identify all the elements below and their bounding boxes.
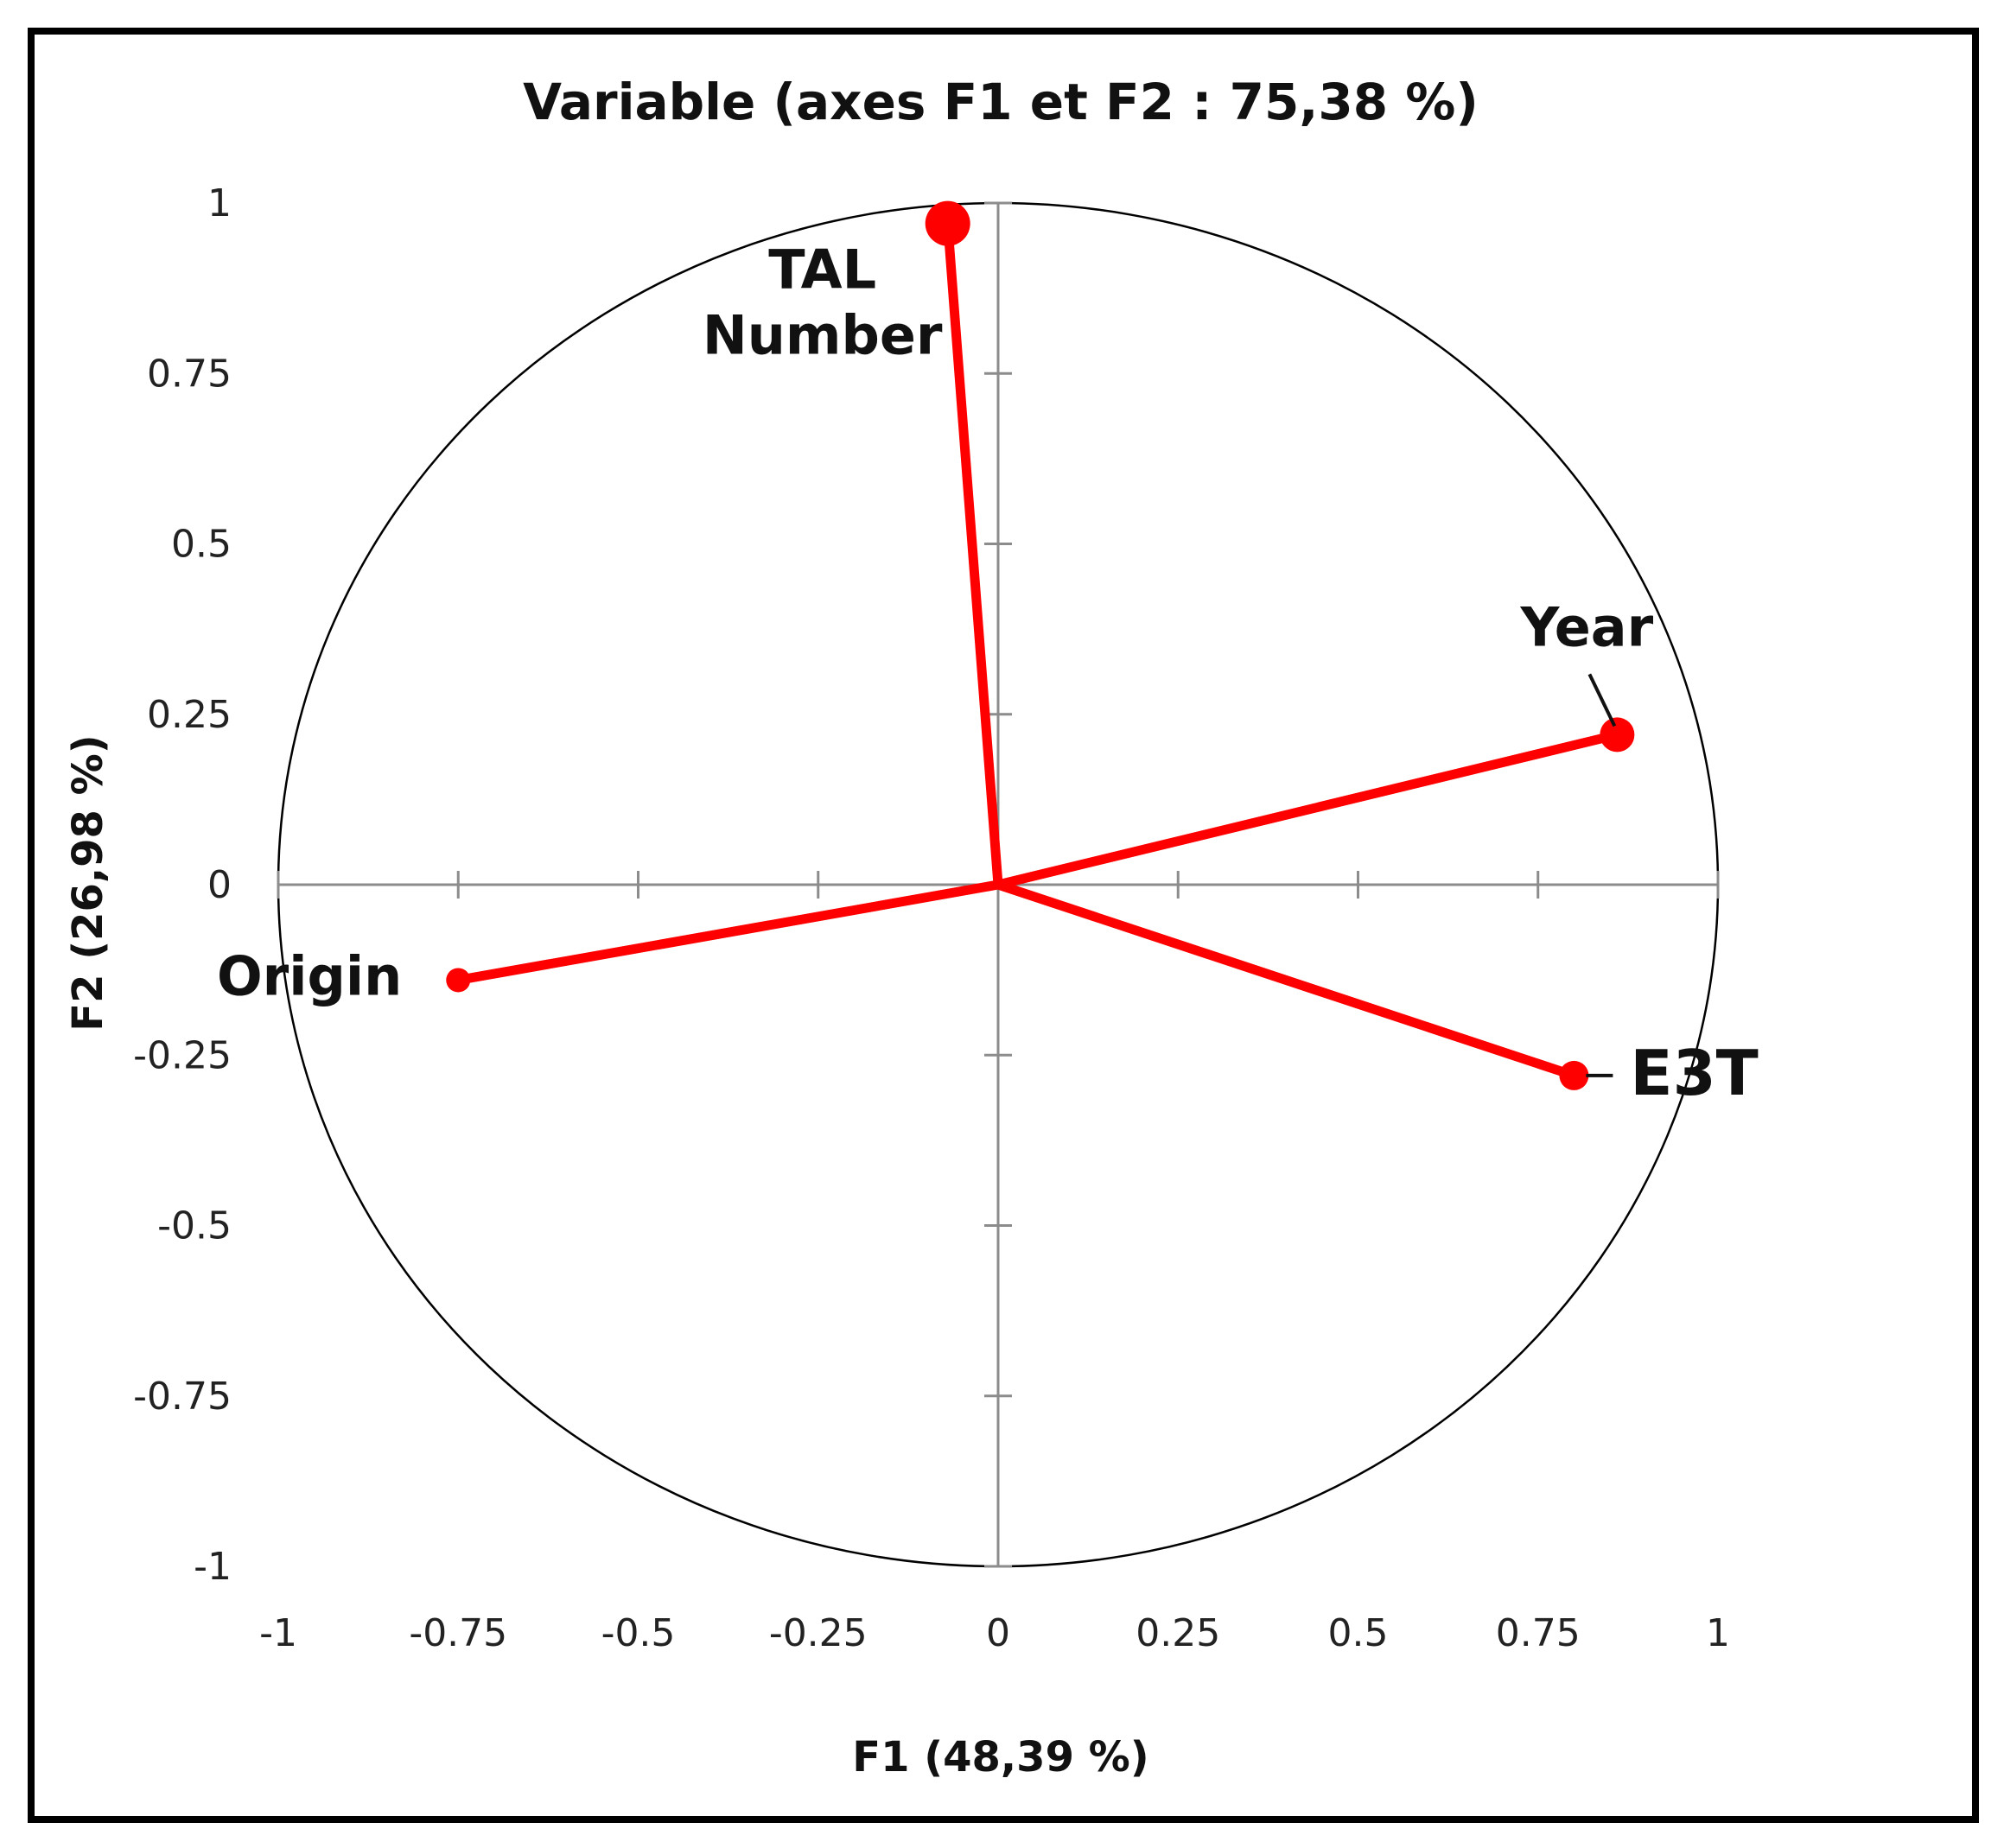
x-tick-label: -0.5 <box>601 1611 676 1655</box>
x-axis-title: F1 (48,39 %) <box>852 1733 1148 1781</box>
variable-label: Year <box>1520 595 1654 658</box>
x-tick-label: 1 <box>1706 1611 1730 1655</box>
y-tick-label: -0.75 <box>133 1375 232 1419</box>
y-axis-title: F2 (26,98 %) <box>64 734 112 1031</box>
y-tick-label: 0 <box>207 863 232 907</box>
x-tick-label: 0 <box>986 1611 1010 1655</box>
y-tick-label: 1 <box>207 181 232 225</box>
variable-label: E3T <box>1630 1037 1758 1109</box>
loading-vector <box>943 219 1003 890</box>
variable-point <box>1559 1060 1589 1090</box>
label-leader-line <box>1587 673 1617 727</box>
loading-vector <box>993 880 1579 1081</box>
y-tick-label: 0.75 <box>147 352 232 396</box>
variable-point <box>925 200 970 246</box>
y-tick-label: -0.5 <box>157 1204 232 1248</box>
plot-area: -1 -0.75 -0.5 -0.25 0 0.25 0.5 0.75 1 1 0.75 0.5 0.2… <box>133 181 1759 1655</box>
variable-point <box>446 968 471 993</box>
y-tick-label: -1 <box>194 1545 232 1589</box>
variable-point <box>1600 717 1635 753</box>
x-tick-label: 0.5 <box>1328 1611 1389 1655</box>
loading-vector <box>453 880 1003 985</box>
y-tick-label: 0.25 <box>147 693 232 737</box>
x-tick-label: -0.75 <box>409 1611 507 1655</box>
x-tick-label: 0.75 <box>1496 1611 1581 1655</box>
variable-label: TAL Number <box>703 238 943 367</box>
chart-frame <box>28 28 1979 1823</box>
x-tick-label: 0.25 <box>1136 1611 1220 1655</box>
y-tick-label: -0.25 <box>133 1033 232 1077</box>
loading-vector <box>993 729 1622 890</box>
chart-title: Variable (axes F1 et F2 : 75,38 %) <box>523 73 1479 131</box>
x-tick-label: -1 <box>259 1611 297 1655</box>
x-tick-label: -0.25 <box>769 1611 868 1655</box>
variable-label: Origin <box>217 944 402 1007</box>
y-tick-label: 0.5 <box>171 523 232 567</box>
